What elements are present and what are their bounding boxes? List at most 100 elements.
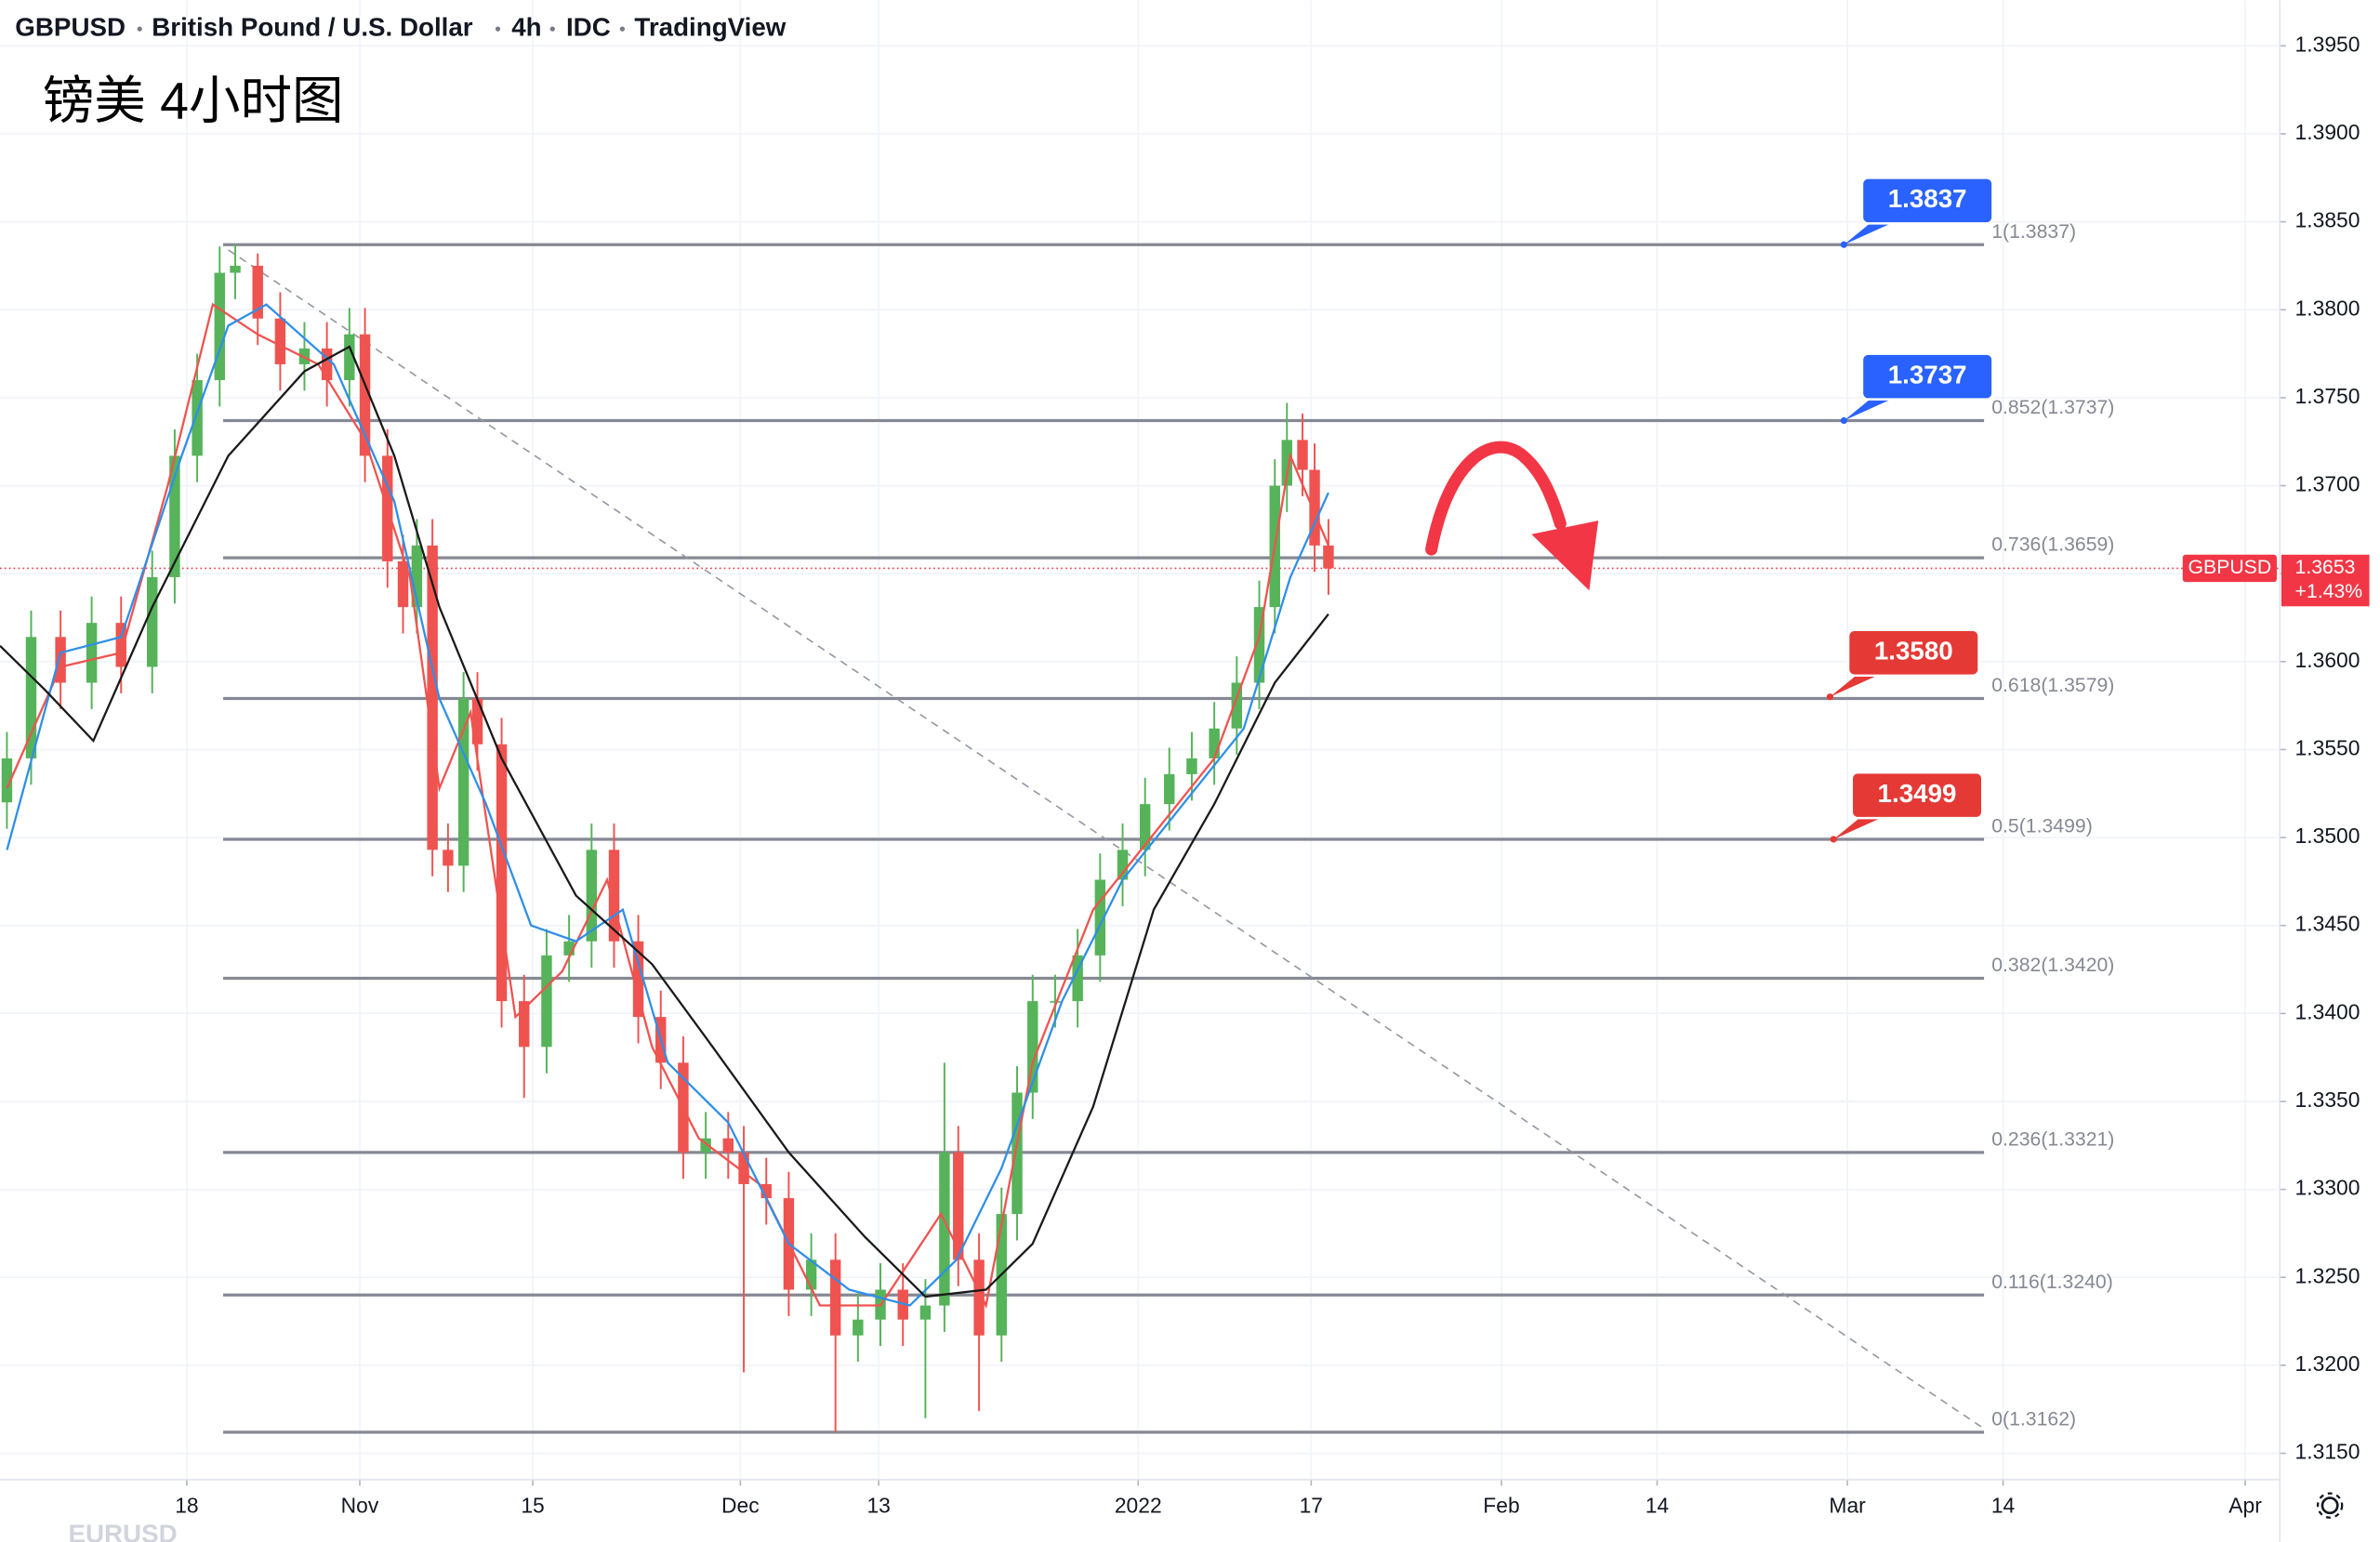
- candle-body: [1012, 1092, 1023, 1215]
- y-tick-label: 1.3500: [2295, 824, 2360, 848]
- x-tick-label: 2022: [1115, 1493, 1162, 1517]
- candle-body: [443, 850, 454, 866]
- moving-average: [0, 345, 1329, 1298]
- callout-box: [1850, 771, 1984, 820]
- source: IDC: [566, 12, 611, 41]
- x-tick-label: Mar: [1829, 1493, 1866, 1517]
- x-tick-label: Dec: [721, 1493, 760, 1517]
- interval: 4h: [511, 12, 541, 41]
- fib-level-label: 0.736(1.3659): [1991, 534, 2114, 556]
- price-tag: [2281, 554, 2370, 607]
- x-tick-label: Nov: [341, 1493, 379, 1517]
- arrow-curve: [1425, 441, 1567, 556]
- candle-body: [919, 1305, 932, 1320]
- instrument-name: British Pound / U.S. Dollar: [152, 12, 473, 41]
- candle-body: [1094, 879, 1106, 956]
- separator: [549, 26, 555, 32]
- y-tick-label: 1.3200: [2295, 1351, 2360, 1376]
- x-tick-label: 15: [521, 1493, 544, 1517]
- x-tick-label: 18: [175, 1493, 198, 1517]
- grid: 1.3150 1.3200 1.3250 1.3300 1.3350 1.3400 1.34…: [0, 0, 2360, 1517]
- candle-body: [541, 955, 552, 1048]
- separator: [619, 26, 625, 32]
- candle-body: [632, 941, 644, 1018]
- y-tick-label: 1.3550: [2295, 735, 2360, 759]
- candle-body: [321, 348, 333, 380]
- fib-level-label: 0(1.3162): [1991, 1408, 2076, 1430]
- symbol-header: GBPUSD British Pound / U.S. Dollar 4h ID…: [15, 12, 786, 41]
- candle-body: [457, 698, 469, 866]
- fib-level-label: 0.618(1.3579): [1991, 675, 2114, 696]
- candle-body: [805, 1259, 817, 1290]
- candle-body: [608, 850, 620, 942]
- candle-body: [1297, 440, 1308, 470]
- symbol-tag-label: GBPUSD: [2188, 557, 2272, 578]
- footer-symbol: EURUSD: [68, 1520, 177, 1542]
- x-tick-label: 14: [1991, 1493, 2016, 1517]
- candle-body: [1253, 607, 1265, 683]
- gear-ring[interactable]: [2320, 1496, 2339, 1515]
- callout-label: 1.3737: [1888, 360, 1967, 389]
- candle-body: [973, 1259, 985, 1336]
- candle-body: [359, 334, 371, 456]
- candle-body: [519, 1001, 530, 1048]
- candle-body: [1, 758, 13, 803]
- settings-icon[interactable]: [2316, 1492, 2344, 1519]
- candle-body: [1027, 1001, 1038, 1093]
- y-tick-label: 1.3900: [2295, 120, 2360, 144]
- fib-level-label: 0.116(1.3240): [1991, 1272, 2113, 1293]
- candle-body: [230, 265, 241, 273]
- plot: 1(1.3837) 0.852(1.3737) 0.736(1.3659) 0.618…: [0, 177, 2370, 1434]
- callout-label: 1.3499: [1878, 779, 1957, 808]
- separator: [137, 26, 142, 32]
- candle-body: [1281, 440, 1292, 486]
- candle-body: [1072, 955, 1083, 1002]
- callout-label: 1.3580: [1874, 637, 1953, 666]
- candle-body: [427, 545, 438, 850]
- y-tick-label: 1.3300: [2295, 1176, 2360, 1200]
- candle-body: [192, 379, 203, 456]
- candle-body: [411, 545, 423, 608]
- x-tick-label: 17: [1300, 1493, 1323, 1517]
- candle-body: [722, 1138, 734, 1153]
- callout-label: 1.3837: [1888, 184, 1967, 213]
- candle-body: [86, 623, 98, 683]
- symbol: GBPUSD: [15, 12, 126, 41]
- symbol-tag: [2182, 554, 2277, 583]
- gear-teeth[interactable]: [2316, 1492, 2344, 1519]
- candle-body: [1117, 850, 1129, 880]
- fib-level-label: 0.382(1.3420): [1991, 955, 2114, 976]
- y-tick-label: 1.3250: [2295, 1263, 2360, 1287]
- y-tick-label: 1.3350: [2295, 1087, 2360, 1112]
- candle-body: [1309, 469, 1320, 546]
- x-tick-label: 14: [1646, 1493, 1670, 1517]
- forecast-arrow: [1425, 441, 1599, 591]
- callout-box: [1860, 352, 1994, 401]
- moving-average: [6, 303, 1329, 1307]
- y-tick-label: 1.3450: [2295, 912, 2360, 936]
- fib-level-label: 0.5(1.3499): [1991, 816, 2093, 837]
- candle-body: [471, 698, 483, 745]
- price-tag-change: +1.43%: [2295, 581, 2363, 602]
- callout-box: [1860, 177, 1994, 225]
- candle-body: [397, 560, 409, 608]
- arrow-head: [1531, 521, 1599, 591]
- y-tick-label: 1.3850: [2295, 208, 2360, 232]
- platform: TradingView: [634, 12, 786, 41]
- candle-body: [496, 744, 508, 1002]
- fib-level-label: 1(1.3837): [1991, 221, 2076, 243]
- y-tick-label: 1.3400: [2295, 999, 2360, 1023]
- x-tick-label: Feb: [1483, 1493, 1519, 1517]
- trend-line: [228, 249, 1985, 1430]
- candle-body: [1139, 804, 1151, 850]
- candle-body: [953, 1152, 964, 1260]
- x-tick-label: Apr: [2228, 1493, 2262, 1517]
- callout-box: [1846, 628, 1980, 678]
- candle-body: [1209, 728, 1220, 758]
- candle-body: [1050, 1001, 1061, 1003]
- candle-body: [274, 318, 286, 364]
- candle-body: [214, 272, 226, 380]
- fib-level-label: 0.236(1.3321): [1991, 1128, 2114, 1150]
